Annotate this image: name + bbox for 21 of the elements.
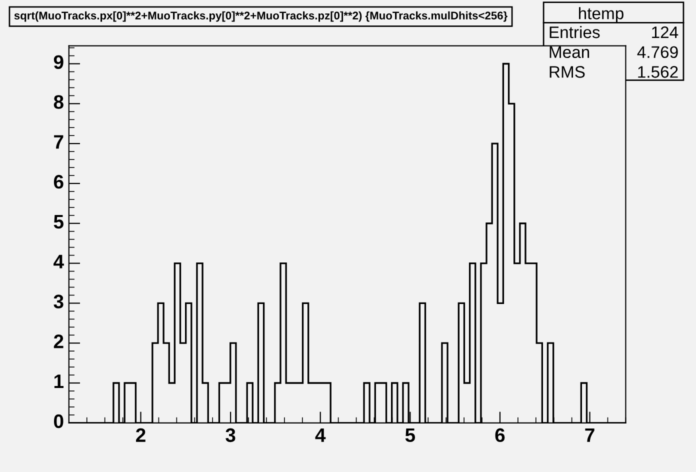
- y-tick-label: 8: [54, 95, 64, 109]
- x-tick-label: 4: [315, 428, 326, 442]
- y-tick-label: 6: [54, 174, 64, 189]
- text: RMS 1.562: [550, 66, 678, 78]
- x-tick-label: 5: [405, 428, 416, 442]
- x-tick-label: 2: [136, 428, 146, 442]
- chart-title: sqrt(MuoTracks.px[0]**2+MuoTracks.py[0]**2+MuoTracks.pz[0]**2) {MuoTracks.mulDhits<256}: [14, 11, 508, 22]
- y-tick-label: 1: [54, 374, 64, 388]
- y-tick-label: 3: [54, 294, 64, 308]
- text: Entries 124: [550, 26, 678, 38]
- y-tick-label: 0: [54, 414, 64, 428]
- x-tick-label: 7: [585, 428, 594, 442]
- text: htemp: [578, 7, 624, 23]
- x-tick-label: 6: [495, 428, 505, 442]
- y-tick-label: 5: [54, 215, 64, 229]
- y-tick-label: 9: [54, 55, 64, 69]
- text: Mean 4.769: [550, 46, 678, 58]
- y-tick-label: 2: [54, 334, 64, 348]
- x-tick-label: 3: [226, 428, 236, 442]
- y-tick-label: 7: [54, 135, 64, 149]
- y-tick-label: 4: [54, 254, 64, 268]
